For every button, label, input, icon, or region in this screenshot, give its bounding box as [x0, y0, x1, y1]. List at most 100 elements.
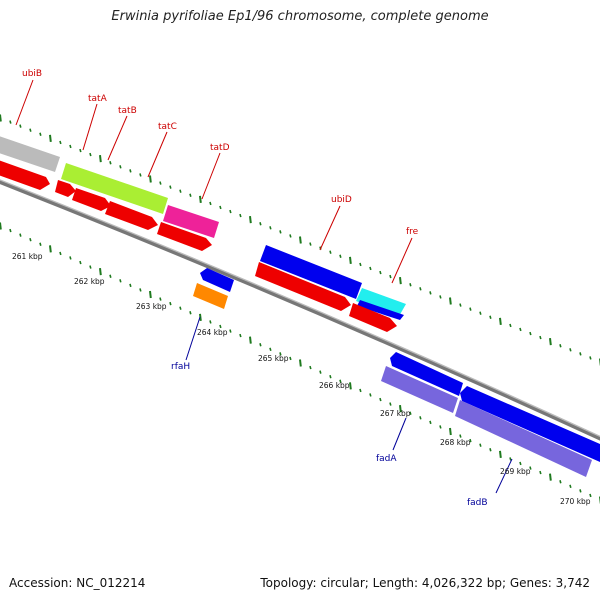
tick-mark [119, 279, 122, 283]
tick-mark [409, 411, 412, 415]
tick-mark [539, 470, 542, 475]
tick-mark [579, 352, 582, 356]
tick-mark [339, 379, 342, 383]
tick-mark [439, 295, 442, 299]
tick-mark [269, 347, 272, 352]
feature-tatA-tatB[interactable] [61, 163, 168, 214]
tick-mark [459, 434, 462, 438]
tick-mark [189, 193, 192, 197]
tick-mark [379, 270, 382, 275]
gene-label-tatC: tatC [158, 122, 177, 132]
kbp-label: 265 kbp [258, 354, 289, 363]
tick-mark [159, 181, 162, 185]
tick-mark [259, 343, 262, 347]
tick-mark [29, 128, 32, 132]
tick-mark [569, 484, 572, 489]
tick-mark [239, 333, 242, 338]
tick-mark [0, 114, 2, 122]
tick-mark [329, 250, 332, 254]
gene-label-rfaH: rfaH [171, 362, 190, 372]
tick-row-inner [0, 222, 600, 504]
tick-mark [209, 320, 212, 324]
tick-mark [289, 234, 292, 238]
feature-ubiD[interactable] [260, 245, 362, 299]
tick-mark [559, 480, 562, 484]
tick-mark [129, 169, 132, 173]
cds-arrows [0, 160, 397, 332]
tick-mark [499, 317, 502, 325]
tick-mark [569, 348, 572, 352]
accession-text: Accession: NC_012214 [9, 576, 146, 590]
tick-mark [529, 331, 532, 336]
tick-mark [409, 283, 412, 287]
tick-mark [579, 489, 582, 493]
tick-mark [549, 338, 552, 346]
tick-mark [149, 290, 152, 299]
tick-mark [259, 222, 262, 226]
tick-mark [369, 266, 372, 271]
tick-mark [509, 323, 512, 328]
feature-fadA[interactable] [381, 352, 463, 413]
tick-mark [179, 189, 182, 193]
tick-mark [169, 301, 172, 306]
tick-mark [49, 245, 52, 253]
tick-mark [499, 450, 502, 458]
tick-mark [339, 254, 342, 258]
genome-summary-text: Topology: circular; Length: 4,026,322 bp… [260, 576, 590, 590]
gene-label-fre: fre [406, 227, 419, 237]
tick-mark [479, 311, 482, 315]
gene-label-fadA: fadA [376, 454, 397, 464]
kbp-label: 261 kbp [12, 252, 43, 261]
tick-mark [319, 370, 322, 374]
tick-mark [209, 201, 212, 206]
gene-label-fadB: fadB [467, 498, 488, 508]
tick-mark [389, 402, 392, 406]
tick-mark [59, 140, 62, 145]
tick-mark [129, 283, 132, 288]
tick-mark [389, 274, 392, 279]
feature-fadB[interactable] [455, 386, 600, 477]
tick-mark [249, 216, 252, 224]
tick-mark [419, 416, 422, 420]
tick-mark [109, 161, 112, 165]
tick-mark [19, 124, 22, 128]
tick-mark [519, 327, 522, 332]
tick-mark [199, 195, 202, 203]
tick-mark [279, 352, 282, 356]
kbp-label: 270 kbp [560, 497, 591, 506]
tick-mark [449, 427, 452, 436]
tick-mark [249, 336, 252, 344]
tick-mark [449, 297, 452, 305]
tick-mark [39, 242, 42, 246]
tick-mark [19, 233, 22, 237]
tick-mark [89, 265, 92, 269]
tick-mark [49, 134, 52, 142]
tick-mark [299, 359, 302, 367]
kbp-label: 269 kbp [500, 467, 531, 476]
tick-mark [329, 374, 332, 379]
tick-mark [489, 448, 492, 452]
tick-mark [119, 165, 122, 169]
tick-mark [559, 344, 562, 348]
feature-rfaH[interactable] [193, 268, 234, 309]
tick-mark [279, 230, 282, 234]
tick-mark [149, 175, 152, 183]
tick-mark [359, 262, 362, 267]
chromosome-backbone [0, 179, 600, 441]
tick-mark [429, 291, 432, 295]
tick-mark [159, 297, 162, 301]
tick-mark [349, 382, 352, 390]
tick-mark [429, 420, 432, 425]
tick-mark [359, 388, 362, 393]
feature-ubiB[interactable] [0, 133, 60, 172]
kbp-label: 262 kbp [74, 277, 105, 286]
feature-fre[interactable] [356, 288, 406, 320]
tick-mark [0, 222, 2, 230]
gene-label-ubiB: ubiB [22, 69, 42, 79]
tick-mark [419, 287, 422, 291]
tick-mark [299, 236, 302, 244]
tick-mark [139, 173, 142, 177]
tick-mark [469, 307, 472, 311]
feature-tatC-tatD[interactable] [163, 205, 219, 238]
